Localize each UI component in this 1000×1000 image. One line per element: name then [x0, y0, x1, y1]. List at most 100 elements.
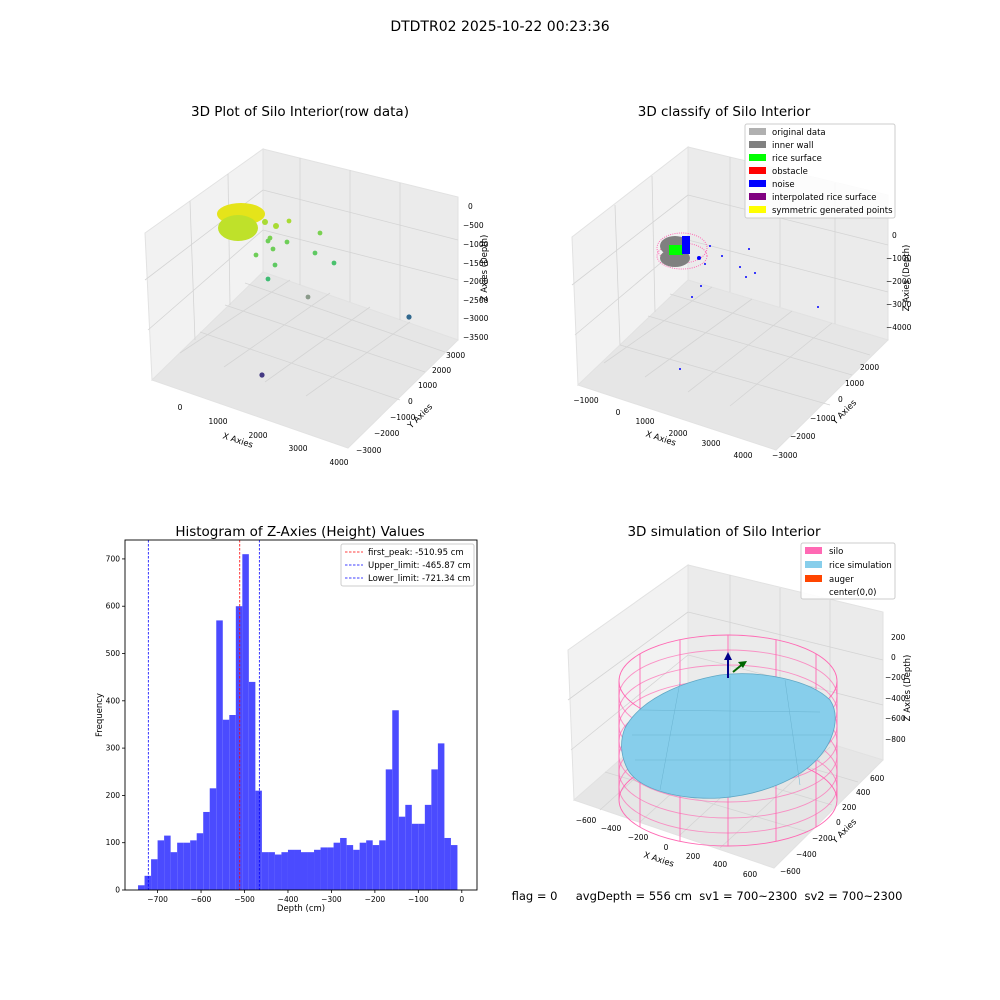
panel4-legend-box	[800, 542, 896, 600]
histogram-bar	[157, 840, 165, 890]
histogram-bar	[183, 842, 191, 890]
tick-label: 0	[468, 202, 473, 211]
panel2-legend: original data inner wall rice surface ob…	[744, 123, 896, 219]
panel4-ylabel: Y Axies	[829, 817, 859, 847]
histogram-bar	[255, 790, 262, 890]
x-tick-label: −700	[147, 895, 168, 904]
tick-label: 600	[870, 774, 885, 783]
histogram-marker-lines	[147, 540, 260, 890]
histogram-bar	[359, 842, 367, 890]
panel2-noise-point	[704, 263, 706, 265]
y-tick-label: 700	[106, 554, 121, 563]
tick-label: −200	[885, 673, 906, 682]
tick-label: −3000	[886, 300, 912, 309]
panel1-pane-floor	[151, 271, 459, 449]
tick-label: 2000	[432, 366, 451, 375]
tick-label: −1500	[463, 259, 489, 268]
panel4-y-ticks: −600 −400 −200 0 200 400 600	[780, 774, 885, 876]
tick-label: −1000	[390, 413, 416, 422]
panel1-point	[312, 250, 318, 256]
tick-label: 400	[856, 788, 871, 797]
panel2-noise-point	[697, 256, 701, 260]
legend-label: silo	[829, 547, 843, 557]
legend-label: center(0,0)	[829, 588, 877, 598]
x-tick-label: −500	[234, 895, 255, 904]
x-tick-label: −600	[191, 895, 212, 904]
panel2-noise-point	[745, 276, 747, 278]
legend-label: original data	[772, 128, 826, 138]
panel4-z-ticks: 200 0 −200 −400 −600 −800	[885, 633, 906, 744]
panel1-title: 3D Plot of Silo Interior(row data)	[191, 104, 409, 120]
histogram-bar	[274, 854, 282, 890]
histogram-bar	[216, 620, 223, 890]
figure-title: DTDTR02 2025-10-22 00:23:36	[390, 19, 609, 35]
tick-label: 200	[686, 852, 701, 861]
tick-label: 3000	[288, 444, 307, 453]
histogram-bar	[190, 840, 197, 890]
histogram-bar	[450, 845, 458, 890]
legend-swatch	[749, 167, 766, 174]
legend-swatch	[749, 154, 766, 161]
tick-label: 1000	[845, 379, 864, 388]
panel4-zlabel: Z Axies (Depth)	[903, 655, 913, 722]
tick-label: 0	[892, 231, 897, 240]
panel1-point	[259, 372, 265, 378]
y-tick-label: 500	[106, 649, 121, 658]
histogram-bar	[294, 849, 301, 890]
legend-label: obstacle	[772, 167, 808, 177]
panel2-symmetric-points	[656, 242, 708, 270]
rice-simulation-mesh	[632, 676, 832, 798]
histogram-bar	[340, 837, 347, 890]
x-tick-label: −400	[278, 895, 299, 904]
histogram-xlabel: Depth (cm)	[277, 904, 325, 914]
histogram-bars	[138, 554, 458, 890]
panel4-title: 3D simulation of Silo Interior	[627, 524, 821, 540]
panel1-point	[262, 219, 268, 225]
y-tick-label: 0	[115, 886, 120, 895]
tick-label: −800	[885, 735, 906, 744]
histogram-bar	[372, 845, 380, 890]
tick-label: 2000	[668, 429, 687, 438]
legend-label: inner wall	[772, 141, 813, 151]
panel-raw-3d: 3D Plot of Silo Interior(row data)	[144, 104, 490, 467]
panel1-z-ticks: 0 −500 −1000 −1500 −2000 −2500 −3000 −35…	[463, 202, 489, 342]
histogram-y-ticks: 0 100 200 300 400 500 600 700	[106, 554, 125, 895]
x-tick-label: −300	[321, 895, 342, 904]
histogram-bar	[229, 715, 236, 890]
x-tick-label: 0	[459, 895, 464, 904]
tick-label: 0	[891, 653, 896, 662]
y-tick-label: 100	[106, 838, 121, 847]
tick-label: −1000	[573, 396, 599, 405]
legend-label: Lower_limit: -721.34 cm	[368, 574, 470, 584]
histogram-bar	[242, 554, 249, 890]
rice-simulation-surface	[621, 673, 836, 799]
panel1-point	[284, 239, 290, 245]
legend-swatch	[749, 128, 766, 135]
panel2-zlabel: Z Axies (Depth)	[902, 245, 912, 312]
histogram-bar	[287, 849, 295, 890]
panel1-x-ticks: 0 1000 2000 3000 4000	[178, 403, 349, 467]
histogram-bar	[164, 835, 171, 890]
tick-label: 2000	[248, 431, 267, 440]
tick-label: −1000	[810, 414, 836, 423]
tick-label: 2000	[860, 363, 879, 372]
panel2-noise-point	[709, 245, 711, 247]
tick-label: −500	[463, 221, 484, 230]
tick-label: 200	[891, 633, 906, 642]
panel2-noise-point	[748, 248, 750, 250]
tick-label: 0	[616, 408, 621, 417]
panel2-noise-point	[700, 285, 702, 287]
panel4-xlabel: X Axies	[642, 850, 675, 869]
histogram-bar	[353, 849, 360, 890]
y-tick-label: 300	[106, 744, 121, 753]
tick-label: −200	[812, 834, 833, 843]
tick-label: 600	[743, 870, 758, 879]
histogram-bar	[424, 804, 432, 890]
tick-label: −600	[576, 816, 597, 825]
tick-label: 200	[842, 803, 857, 812]
histogram-ylabel: Frequency	[95, 693, 105, 737]
legend-swatch	[805, 575, 822, 582]
histogram-bar	[405, 804, 412, 890]
histogram-bar	[431, 769, 438, 890]
